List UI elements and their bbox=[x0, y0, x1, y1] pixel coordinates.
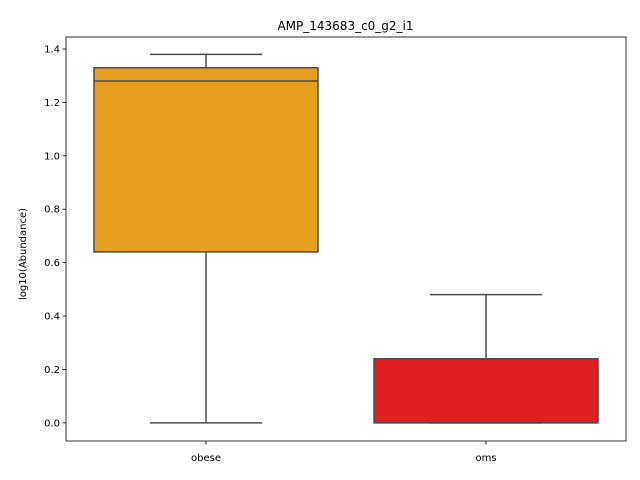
y-tick-label: 0.4 bbox=[44, 312, 60, 323]
y-axis: 0.0 0.2 0.4 0.6 0.8 1.0 1.2 1.4 bbox=[44, 45, 66, 429]
x-axis: obese oms bbox=[191, 441, 497, 464]
y-tick-label: 1.2 bbox=[44, 98, 60, 109]
x-tick-label: obese bbox=[191, 453, 221, 464]
y-tick-label: 0.0 bbox=[44, 418, 60, 429]
y-tick-label: 0.8 bbox=[44, 205, 60, 216]
y-tick-label: 1.4 bbox=[44, 45, 60, 56]
y-tick-label: 0.2 bbox=[44, 365, 60, 376]
plot-frame bbox=[65, 36, 627, 442]
plot-area bbox=[65, 36, 627, 442]
y-axis-label: log10(Abundance) bbox=[18, 208, 29, 300]
box-group-obese bbox=[93, 53, 319, 424]
box-obese bbox=[93, 66, 319, 253]
y-tick-label: 1.0 bbox=[44, 151, 60, 162]
box-oms bbox=[373, 358, 599, 424]
y-tick-label: 0.6 bbox=[44, 258, 60, 269]
box-group-oms bbox=[373, 293, 599, 424]
x-tick-label: oms bbox=[475, 453, 496, 464]
chart-title: AMP_143683_c0_g2_i1 bbox=[277, 19, 413, 33]
